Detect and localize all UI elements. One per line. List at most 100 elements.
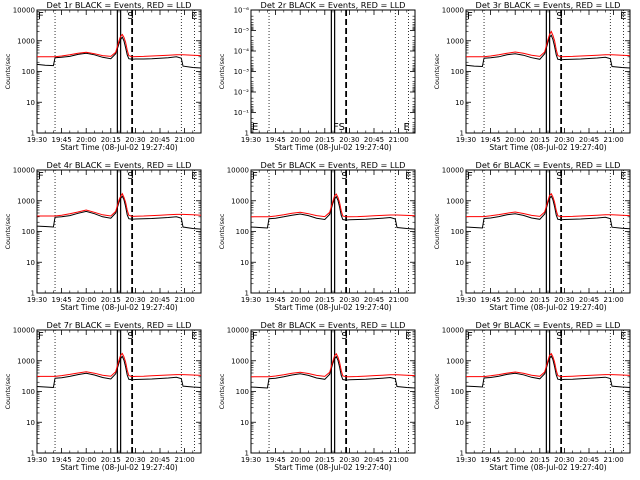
x-tick-label: 21:00 xyxy=(389,296,409,304)
y-tick-label: 1000 xyxy=(17,37,35,45)
plot-frame xyxy=(465,169,631,294)
x-axis-label: Start Time (08-Jul-02 19:27:40) xyxy=(60,463,177,472)
x-tick-label: 20:30 xyxy=(125,456,145,464)
series-line-lld xyxy=(251,193,416,218)
panel-title: Det 2r BLACK = Events, RED = LLD xyxy=(261,0,406,10)
series-line-lld xyxy=(466,352,631,378)
x-tick-label: 20:30 xyxy=(554,456,574,464)
x-tick-label: 19:45 xyxy=(52,296,72,304)
event-marker: S xyxy=(556,331,562,342)
y-tick-label: 10⁻⁴ xyxy=(234,48,250,56)
x-tick-label: 19:45 xyxy=(481,136,501,144)
event-marker: F xyxy=(252,171,258,182)
y-tick-label: 1000 xyxy=(446,357,464,365)
event-marker: S xyxy=(127,171,133,182)
x-tick-label: 20:45 xyxy=(150,136,170,144)
x-tick-label: 21:00 xyxy=(604,136,624,144)
x-tick-label: 19:30 xyxy=(27,136,47,144)
plot-frame xyxy=(250,169,416,294)
event-marker: F xyxy=(467,331,473,342)
y-tick-label: 1 xyxy=(460,450,464,458)
panel-6: Det 6r BLACK = Events, RED = LLD 1 10 100 10… xyxy=(433,160,631,312)
x-tick-label: 20:15 xyxy=(530,296,550,304)
y-tick-label: 10000 xyxy=(13,7,35,15)
x-tick-label: 20:45 xyxy=(150,296,170,304)
panel-title: Det 5r BLACK = Events, RED = LLD xyxy=(261,160,406,170)
series-line-events xyxy=(36,36,202,69)
panel-title: Det 4r BLACK = Events, RED = LLD xyxy=(47,160,192,170)
x-tick-label: 20:00 xyxy=(505,136,525,144)
y-tick-label: 10 xyxy=(26,99,35,107)
event-marker: E xyxy=(191,171,197,182)
y-tick-label: 10000 xyxy=(227,327,249,335)
event-marker: FS xyxy=(333,122,345,133)
y-tick-label: 10 xyxy=(240,259,249,267)
event-marker: F xyxy=(467,11,473,22)
event-marker: F xyxy=(38,331,44,342)
x-tick-label: 20:15 xyxy=(101,136,121,144)
x-tick-label: 20:30 xyxy=(125,296,145,304)
event-marker: F xyxy=(252,331,258,342)
x-tick-label: 20:30 xyxy=(554,136,574,144)
y-axis-label: Counts/sec xyxy=(433,373,441,409)
y-tick-label: 100 xyxy=(236,388,249,396)
x-tick-label: 19:30 xyxy=(456,296,476,304)
y-axis-label: Counts/sec xyxy=(4,373,12,409)
plot-frame xyxy=(250,329,416,454)
y-tick-label: 10000 xyxy=(442,7,464,15)
x-tick-label: 20:15 xyxy=(530,136,550,144)
x-tick-label: 20:00 xyxy=(76,456,96,464)
x-tick-label: 20:30 xyxy=(554,296,574,304)
x-tick-label: 20:30 xyxy=(339,136,359,144)
plot-frame xyxy=(465,329,631,454)
event-marker: F xyxy=(467,171,473,182)
x-tick-label: 21:00 xyxy=(175,296,195,304)
event-marker: F xyxy=(38,171,44,182)
x-tick-label: 19:30 xyxy=(27,456,47,464)
y-tick-label: 1000 xyxy=(17,357,35,365)
series-line-events xyxy=(250,195,416,230)
panel-title: Det 3r BLACK = Events, RED = LLD xyxy=(476,0,621,10)
x-tick-label: 20:30 xyxy=(125,136,145,144)
panel-title: Det 7r BLACK = Events, RED = LLD xyxy=(47,320,192,330)
panel-title: Det 8r BLACK = Events, RED = LLD xyxy=(261,320,406,330)
panel-title: Det 6r BLACK = Events, RED = LLD xyxy=(476,160,621,170)
x-axis-label: Start Time (08-Jul-02 19:27:40) xyxy=(274,303,391,312)
series-line-lld xyxy=(466,30,631,58)
series-line-lld xyxy=(466,192,631,218)
event-marker: S xyxy=(341,171,347,182)
event-marker: S xyxy=(127,331,133,342)
series-line-events xyxy=(36,195,202,230)
x-tick-label: 19:45 xyxy=(52,456,72,464)
x-tick-label: 20:15 xyxy=(101,296,121,304)
panel-1: Det 1r BLACK = Events, RED = LLD 1 10 100 10… xyxy=(4,0,202,152)
x-tick-label: 19:30 xyxy=(241,296,261,304)
x-axis-label: Start Time (08-Jul-02 19:27:40) xyxy=(274,463,391,472)
x-tick-label: 19:45 xyxy=(266,136,286,144)
series-line-lld xyxy=(37,192,202,217)
series-line-lld xyxy=(37,33,202,58)
event-marker: E xyxy=(404,122,410,133)
y-tick-label: 10 xyxy=(455,99,464,107)
x-tick-label: 20:00 xyxy=(76,136,96,144)
series-line-events xyxy=(250,355,416,389)
panel-7: Det 7r BLACK = Events, RED = LLD 1 10 100 10… xyxy=(4,320,202,472)
y-tick-label: 1 xyxy=(245,450,249,458)
x-tick-label: 20:00 xyxy=(505,296,525,304)
x-tick-label: 20:45 xyxy=(364,456,384,464)
panel-5: Det 5r BLACK = Events, RED = LLD 1 10 100 10… xyxy=(218,160,416,312)
plot-frame xyxy=(465,9,631,134)
plot-frame xyxy=(36,329,202,454)
y-tick-label: 1 xyxy=(460,130,464,138)
y-tick-label: 1 xyxy=(245,290,249,298)
x-tick-label: 20:15 xyxy=(101,456,121,464)
event-marker: F xyxy=(38,11,44,22)
x-tick-label: 20:15 xyxy=(315,296,335,304)
y-tick-label: 10000 xyxy=(442,167,464,175)
x-tick-label: 20:00 xyxy=(505,456,525,464)
x-tick-label: 19:45 xyxy=(266,456,286,464)
panel-title: Det 1r BLACK = Events, RED = LLD xyxy=(47,0,192,10)
x-tick-label: 20:00 xyxy=(290,136,310,144)
x-tick-label: 20:45 xyxy=(579,136,599,144)
